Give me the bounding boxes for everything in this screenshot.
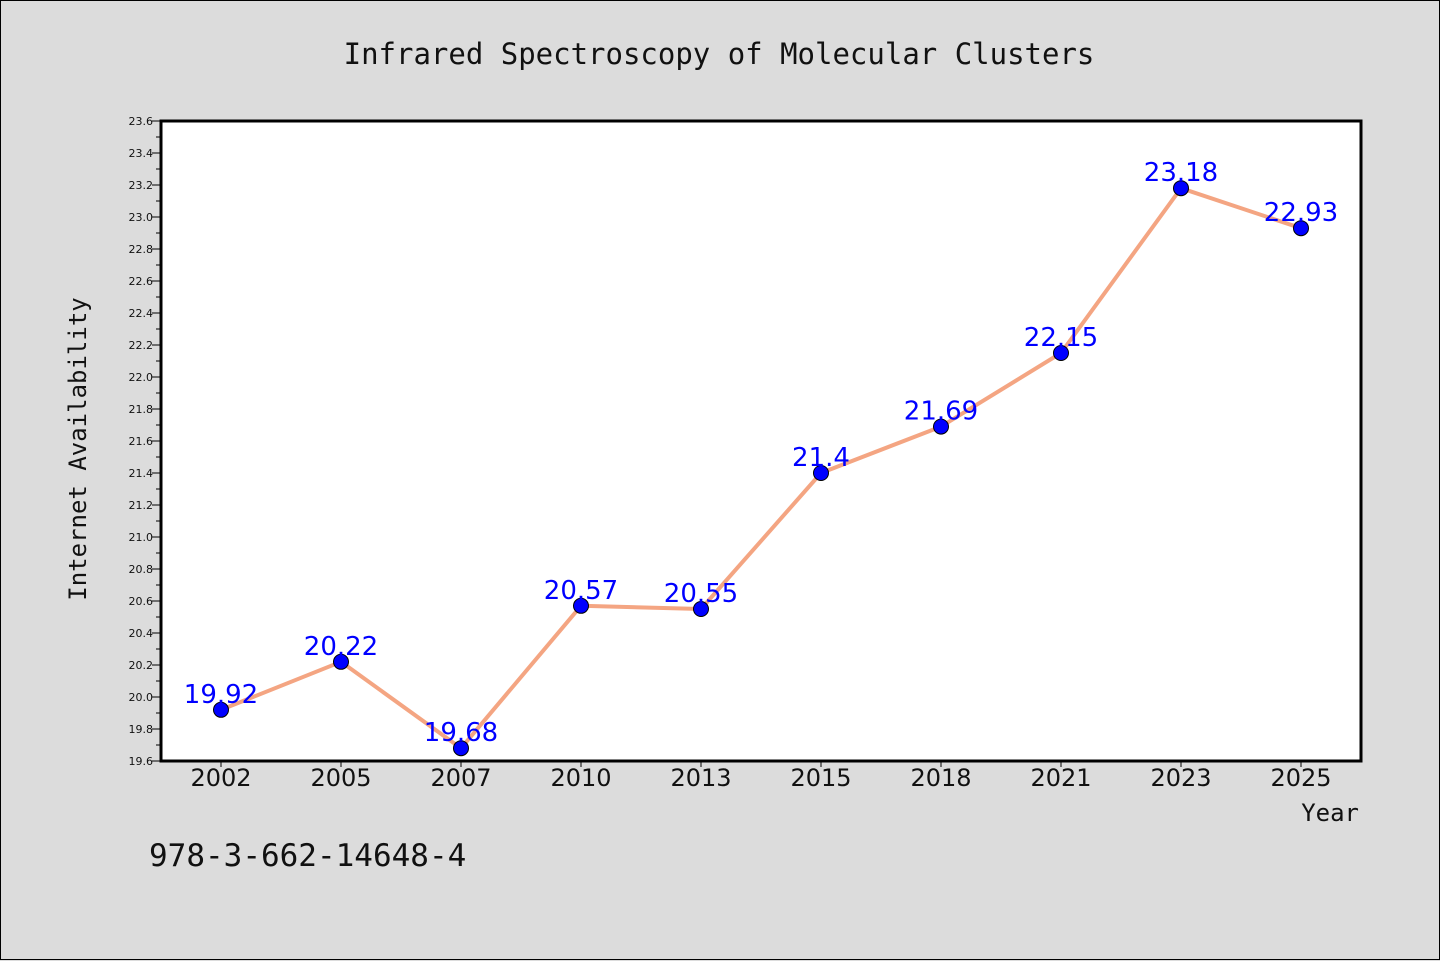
x-tick-label: 2023	[1150, 764, 1211, 792]
data-point	[813, 465, 829, 481]
data-point	[933, 418, 949, 435]
data-label: 19.92	[184, 680, 258, 710]
y-tick-label: 20.6	[129, 595, 154, 608]
data-point	[1173, 180, 1189, 197]
data-label: 22.15	[1024, 323, 1098, 353]
y-tick-label: 21.6	[129, 435, 154, 448]
y-tick-label: 19.6	[129, 755, 154, 768]
data-point	[1293, 220, 1309, 237]
data-label: 20.57	[544, 576, 618, 606]
y-axis-label: Internet Availability	[64, 297, 92, 600]
y-tick-label: 21.8	[129, 403, 154, 416]
y-axis-ticks: 19.6 19.8 20.0 20.2 20.4 20.6 20.8 21.0 21.2 21.4…	[129, 115, 161, 768]
data-label: 22.93	[1264, 198, 1338, 228]
data-point	[213, 701, 229, 718]
data-label: 19.68	[424, 718, 498, 748]
x-tick-label: 2007	[430, 764, 491, 792]
data-point	[693, 601, 709, 617]
x-axis-label: Year	[1301, 799, 1359, 827]
y-tick-label: 23.0	[129, 211, 154, 224]
y-tick-label: 22.0	[129, 371, 154, 384]
y-tick-label: 23.2	[129, 179, 154, 192]
y-tick-label: 20.0	[129, 691, 154, 704]
data-label: 23.18	[1144, 158, 1218, 188]
x-tick-label: 2018	[910, 764, 971, 792]
y-tick-label: 20.8	[129, 563, 154, 576]
chart-title: Infrared Spectroscopy of Molecular Clust…	[344, 37, 1095, 71]
y-tick-label: 22.2	[129, 339, 154, 352]
x-tick-label: 2005	[310, 764, 371, 792]
y-tick-label: 21.4	[129, 467, 154, 480]
y-tick-label: 20.2	[129, 659, 154, 672]
series-line	[219, 186, 1303, 751]
data-point	[573, 597, 589, 614]
y-tick-label: 22.8	[129, 243, 154, 256]
x-tick-label: 2002	[190, 764, 251, 792]
y-tick-label: 23.6	[129, 115, 154, 128]
x-tick-label: 2013	[670, 764, 731, 792]
series-points-group	[213, 180, 1309, 757]
series-line-group	[219, 186, 1303, 751]
x-tick-label: 2010	[550, 764, 611, 792]
data-point	[333, 653, 349, 670]
y-tick-label: 22.4	[129, 307, 154, 320]
y-tick-label: 19.8	[129, 723, 154, 736]
y-tick-label: 21.2	[129, 499, 154, 512]
data-label: 21.4	[792, 443, 850, 473]
isbn-annotation: 978-3-662-14648-4	[149, 838, 466, 874]
y-tick-label: 20.4	[129, 627, 154, 640]
x-tick-label: 2015	[790, 764, 851, 792]
y-tick-label: 22.6	[129, 275, 154, 288]
x-axis-ticks: 2002 2005 2007 2010 2013 2015 2018 2021 2023 2025	[190, 761, 1332, 792]
data-label: 20.22	[304, 632, 378, 662]
data-point	[1053, 345, 1069, 361]
plot-area	[159, 119, 1363, 763]
data-label: 20.55	[664, 579, 738, 609]
x-tick-label: 2021	[1030, 764, 1091, 792]
y-tick-label: 21.0	[129, 531, 154, 544]
y-tick-label: 23.4	[129, 147, 154, 160]
data-point	[453, 740, 469, 757]
data-labels-group: 19.92 20.22 19.68 20.57 20.55 21.4 21.69 22.15 2…	[184, 158, 1338, 748]
x-tick-label: 2025	[1270, 764, 1331, 792]
data-label: 21.69	[904, 397, 978, 427]
